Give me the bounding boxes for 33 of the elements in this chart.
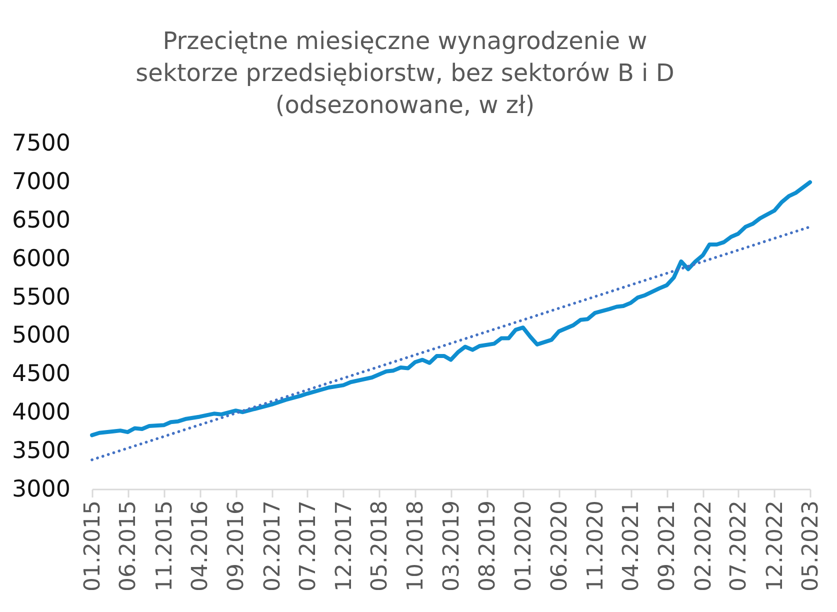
y-tick-label: 3000 [12, 476, 70, 502]
line-series [90, 180, 812, 438]
x-tick-label: 01.2015 [80, 500, 106, 592]
x-tick-label: 09.2021 [655, 500, 680, 592]
x-tick-label: 11.2015 [152, 500, 178, 592]
x-tick-label: 06.2015 [116, 500, 142, 592]
x-tick-label: 03.2019 [439, 500, 464, 592]
x-tick-label: 05.2023 [798, 500, 824, 592]
y-tick-label: 3500 [12, 438, 70, 464]
chart-title: Przeciętne miesięczne wynagrodzenie w sektorze przedsiębiorstw, bez sektorów B i D (odsezonowane, w zł) [136, 27, 674, 119]
y-tick-label: 7000 [12, 168, 70, 195]
x-tick-label: 04.2021 [619, 500, 644, 592]
x-tick-label: 04.2016 [188, 500, 214, 592]
x-tick-label: 06.2020 [547, 500, 572, 592]
y-tick-label: 6000 [12, 246, 70, 272]
x-tick-label: 01.2020 [511, 500, 536, 592]
y-tick-label: 4000 [12, 400, 70, 426]
x-tick-label: 02.2022 [691, 500, 716, 592]
x-tick-label: 10.2018 [404, 500, 429, 592]
x-tick-label: 02.2017 [260, 500, 286, 592]
x-tick-label: 12.2017 [332, 500, 357, 592]
y-tick-label: 5500 [12, 284, 70, 310]
x-tick-label: 08.2019 [475, 500, 500, 592]
y-tick-label: 7500 [12, 130, 70, 156]
x-tick-label: 07.2022 [726, 500, 752, 592]
y-tick-label: 6500 [12, 207, 70, 234]
x-tick-label: 11.2020 [583, 500, 608, 592]
y-tick-label: 4500 [12, 361, 70, 388]
x-tick-label: 12.2022 [762, 500, 788, 592]
x-tick-label: 05.2018 [368, 500, 393, 592]
x-tick-label: 09.2016 [224, 500, 250, 592]
y-tick-label: 5000 [12, 322, 70, 349]
x-tick-label: 07.2017 [296, 500, 321, 592]
